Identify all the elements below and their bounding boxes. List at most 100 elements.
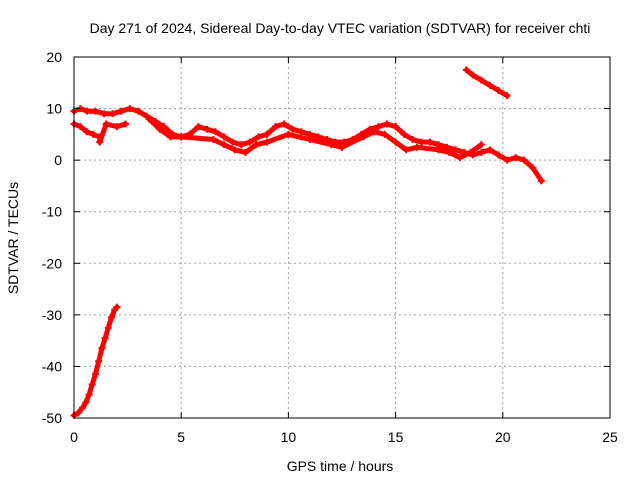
data-point bbox=[102, 120, 110, 128]
data-points bbox=[70, 66, 545, 419]
data-point bbox=[370, 128, 378, 136]
data-point bbox=[529, 164, 537, 172]
data-point bbox=[83, 128, 91, 136]
x-axis-label: GPS time / hours bbox=[287, 458, 394, 474]
data-point bbox=[91, 370, 99, 378]
data-point bbox=[402, 146, 410, 154]
series-5 bbox=[462, 66, 511, 100]
x-tick-label: 0 bbox=[70, 429, 78, 445]
y-axis-label: SDTVAR / TECUs bbox=[5, 182, 21, 294]
data-point bbox=[203, 125, 211, 133]
x-tick-label: 15 bbox=[388, 429, 404, 445]
data-point bbox=[113, 123, 121, 131]
data-point bbox=[229, 138, 237, 146]
data-point bbox=[381, 130, 389, 138]
data-point bbox=[409, 136, 417, 144]
y-tick-label: -40 bbox=[42, 358, 62, 374]
y-tick-label: -50 bbox=[42, 410, 62, 426]
data-point bbox=[467, 148, 475, 156]
data-point bbox=[486, 146, 494, 154]
data-point bbox=[100, 110, 108, 118]
data-point bbox=[113, 303, 121, 311]
series-1 bbox=[70, 303, 121, 419]
data-point bbox=[486, 81, 494, 89]
chart-title: Day 271 of 2024, Sidereal Day-to-day VTE… bbox=[90, 20, 591, 36]
plot-frame bbox=[73, 56, 611, 419]
data-point bbox=[252, 141, 260, 149]
data-point bbox=[327, 141, 335, 149]
data-point bbox=[392, 123, 400, 131]
data-point bbox=[392, 138, 400, 146]
data-point bbox=[452, 146, 460, 154]
data-point bbox=[462, 66, 470, 74]
series-4 bbox=[145, 115, 485, 162]
data-point bbox=[477, 141, 485, 149]
data-point bbox=[95, 357, 103, 365]
data-point bbox=[520, 156, 528, 164]
y-tick-label: 0 bbox=[54, 152, 62, 168]
data-point bbox=[374, 123, 382, 131]
axis-ticks: 0 5 10 15 20 25 -50 -40 -30 -20 -10 0 10 20 bbox=[42, 49, 618, 445]
data-point bbox=[456, 154, 464, 162]
data-point bbox=[495, 151, 503, 159]
data-point bbox=[284, 130, 292, 138]
series-3 bbox=[70, 120, 129, 146]
grid-lines bbox=[74, 57, 610, 418]
data-point bbox=[177, 133, 185, 141]
data-point bbox=[212, 128, 220, 136]
data-point bbox=[76, 123, 84, 131]
data-point bbox=[254, 133, 262, 141]
data-point bbox=[495, 87, 503, 95]
data-point bbox=[134, 107, 142, 115]
data-point bbox=[89, 130, 97, 138]
data-point bbox=[101, 334, 109, 342]
data-point bbox=[220, 133, 228, 141]
data-point bbox=[445, 148, 453, 156]
data-point bbox=[231, 146, 239, 154]
data-point bbox=[383, 120, 391, 128]
data-point bbox=[242, 148, 250, 156]
data-point bbox=[246, 138, 254, 146]
data-point bbox=[477, 148, 485, 156]
data-point bbox=[272, 123, 280, 131]
series-trace bbox=[71, 106, 544, 184]
data-point bbox=[74, 409, 82, 417]
data-point bbox=[194, 123, 202, 131]
data-point bbox=[117, 107, 125, 115]
data-point bbox=[145, 115, 153, 123]
data-point bbox=[359, 133, 367, 141]
series-2 bbox=[70, 105, 545, 185]
data-point bbox=[426, 138, 434, 146]
data-point bbox=[160, 123, 168, 131]
data-point bbox=[126, 105, 134, 113]
data-point bbox=[413, 143, 421, 151]
data-point bbox=[537, 177, 545, 185]
data-point bbox=[156, 125, 164, 133]
data-point bbox=[166, 133, 174, 141]
data-point bbox=[98, 344, 106, 352]
data-point bbox=[280, 120, 288, 128]
data-point bbox=[121, 120, 129, 128]
data-point bbox=[82, 399, 90, 407]
data-point bbox=[417, 138, 425, 146]
data-point bbox=[79, 404, 87, 412]
data-point bbox=[88, 380, 96, 388]
data-point bbox=[503, 156, 511, 164]
data-point bbox=[263, 138, 271, 146]
data-point bbox=[338, 143, 346, 151]
y-tick-label: 10 bbox=[46, 101, 62, 117]
data-point bbox=[434, 146, 442, 154]
x-tick-label: 10 bbox=[281, 429, 297, 445]
x-tick-label: 5 bbox=[177, 429, 185, 445]
data-point bbox=[289, 125, 297, 133]
data-point bbox=[469, 71, 477, 79]
data-point bbox=[85, 391, 93, 399]
data-point bbox=[91, 107, 99, 115]
data-point bbox=[220, 141, 228, 149]
y-tick-label: -20 bbox=[42, 255, 62, 271]
x-tick-label: 20 bbox=[495, 429, 511, 445]
data-point bbox=[400, 130, 408, 138]
data-point bbox=[503, 92, 511, 100]
data-point bbox=[104, 324, 112, 332]
